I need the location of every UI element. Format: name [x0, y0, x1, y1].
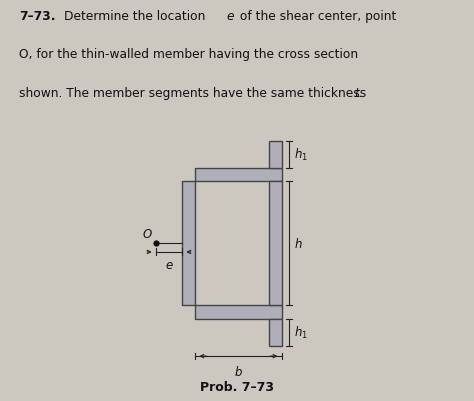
Text: Prob. 7–73: Prob. 7–73: [200, 380, 274, 393]
Polygon shape: [269, 182, 282, 306]
Polygon shape: [195, 306, 282, 319]
Text: O, for the thin-walled member having the cross section: O, for the thin-walled member having the…: [19, 48, 358, 61]
Text: 7–73.: 7–73.: [19, 10, 55, 22]
Polygon shape: [182, 182, 195, 306]
Polygon shape: [195, 168, 282, 182]
Polygon shape: [269, 319, 282, 346]
Text: of the shear center, point: of the shear center, point: [236, 10, 396, 22]
Text: $e$: $e$: [164, 259, 173, 271]
Text: $O$: $O$: [142, 228, 153, 241]
Text: e: e: [227, 10, 234, 22]
Text: $b$: $b$: [234, 365, 243, 378]
Polygon shape: [269, 141, 282, 168]
Text: t.: t.: [355, 87, 363, 99]
Text: $h_1$: $h_1$: [294, 147, 308, 163]
Text: Determine the location: Determine the location: [64, 10, 209, 22]
Text: shown. The member segments have the same thickness: shown. The member segments have the same…: [19, 87, 370, 99]
Text: $h_1$: $h_1$: [294, 324, 308, 340]
Text: $h$: $h$: [294, 237, 303, 251]
